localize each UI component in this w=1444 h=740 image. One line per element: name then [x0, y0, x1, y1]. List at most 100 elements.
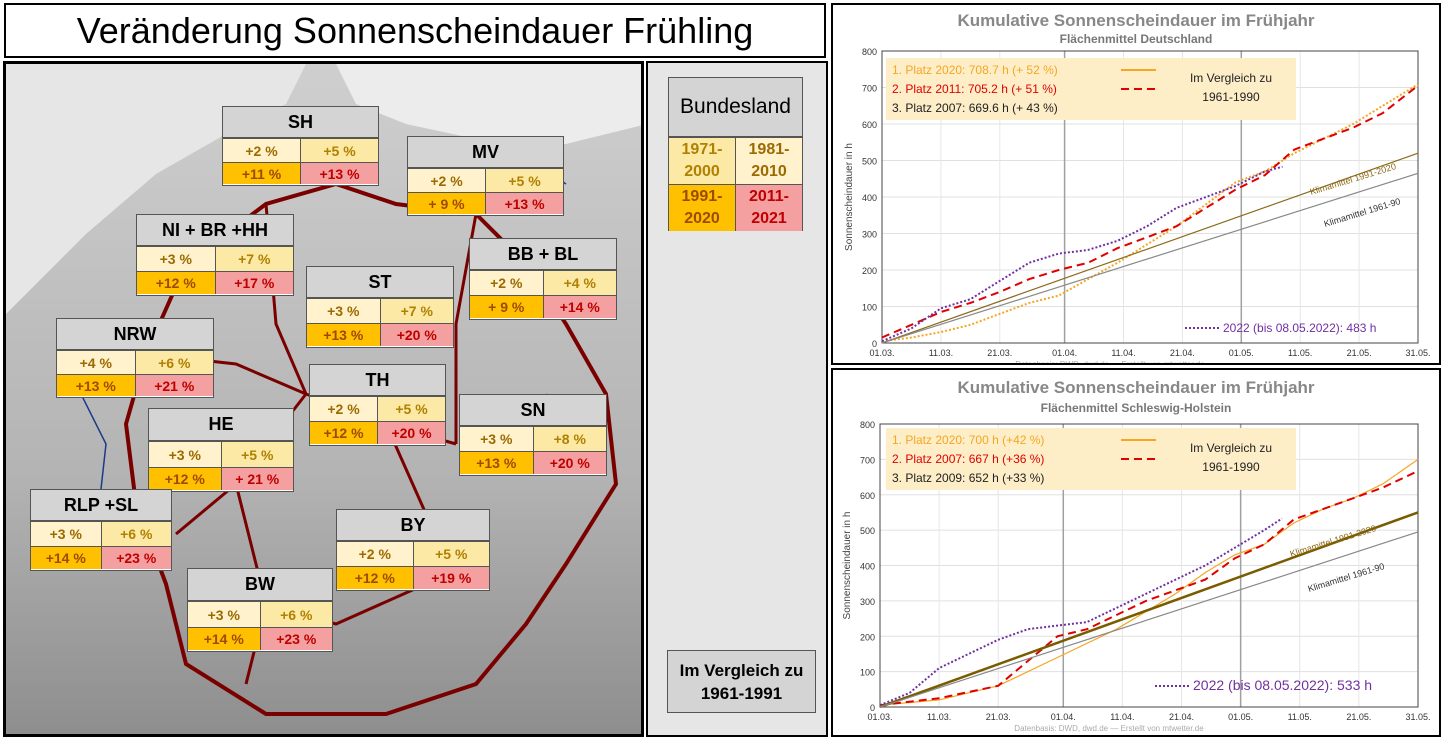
x-tick-label: 01.03.: [869, 348, 894, 358]
x-tick-label: 01.05.: [1229, 348, 1254, 358]
region-value-2011-2021: +13 %: [301, 162, 378, 184]
y-tick-label: 700: [862, 84, 877, 94]
series-line-2-platz-2011: [881, 84, 1419, 339]
legend-period-1991-2020: 1991- 2020: [669, 184, 736, 231]
region-value-1981-2010: +8 %: [533, 426, 606, 451]
x-tick-label: 21.05.: [1347, 348, 1372, 358]
climate-label-1961-90: Klimamittel 1961-90: [1307, 561, 1386, 594]
x-tick-label: 21.04.: [1169, 712, 1194, 722]
region-name: TH: [310, 365, 445, 396]
legend-entry: 1. Platz 2020: 708.7 h (+ 52 %): [892, 63, 1058, 77]
region-value-1991-2020: +13 %: [307, 323, 381, 346]
x-tick-label: 11.04.: [1110, 712, 1134, 722]
region-value-1991-2020: +12 %: [149, 467, 222, 490]
region-name: MV: [408, 137, 563, 168]
y-tick-label: 600: [860, 491, 875, 501]
region-box-bw: BW +3 % +6 % +14 % +23 %: [187, 568, 333, 652]
region-value-1991-2020: +12 %: [310, 421, 378, 444]
region-value-1981-2010: +6 %: [135, 350, 213, 374]
region-value-1991-2020: +11 %: [223, 162, 301, 184]
legend-period-1981-2010: 1981- 2010: [736, 137, 802, 184]
y-tick-label: 400: [860, 562, 875, 572]
region-value-2011-2021: +23 %: [101, 546, 171, 569]
label-2022: 2022 (bis 08.05.2022): 533 h: [1193, 677, 1372, 693]
y-tick-label: 200: [860, 632, 875, 642]
legend-period-1971-2000: 1971- 2000: [669, 137, 736, 184]
region-value-1991-2020: +13 %: [460, 451, 534, 474]
region-value-1971-2000: +3 %: [307, 298, 381, 323]
page-title: Veränderung Sonnenscheindauer Frühling: [4, 3, 826, 58]
series-line-klimamittel-1991-2020: [879, 511, 1419, 709]
region-name: BB + BL: [470, 239, 616, 270]
series-line-1-platz-2020: [879, 458, 1419, 706]
series-line-klimamittel-1991-2020: [881, 152, 1419, 344]
region-box-st: ST +3 % +7 % +13 % +20 %: [306, 266, 454, 348]
series-line-2022: [881, 165, 1283, 343]
source-note: Datenbasis: DWD, dwd.de — Erstellt von m…: [1015, 360, 1205, 363]
y-tick-label: 200: [862, 266, 877, 276]
region-box-rlp-sl: RLP +SL +3 % +6 % +14 % +23 %: [30, 489, 172, 571]
region-name: ST: [307, 267, 453, 298]
legend-entry: 2. Platz 2007: 667 h (+36 %): [892, 452, 1044, 466]
climate-label-1991-2020: Klimamittel 1991-2020: [1309, 161, 1398, 197]
legend-box: [886, 428, 1296, 490]
legend-note: Im Vergleich zu: [1190, 441, 1272, 455]
chart-plot: 0 100 200 300 400 500 600 700 800 01.03. 11.03. 21.…: [844, 47, 1431, 363]
region-value-1971-2000: +3 %: [137, 246, 216, 271]
legend-entry: 3. Platz 2007: 669.6 h (+ 43 %): [892, 101, 1058, 115]
period-legend: Bundesland 1971- 2000 1981- 2010 1991- 2…: [668, 77, 803, 231]
legend-period-2011-2021: 2011- 2021: [736, 184, 802, 231]
region-value-2011-2021: +21 %: [135, 374, 213, 396]
series-line-2-platz-2007: [879, 470, 1419, 707]
region-value-1981-2010: +5 %: [221, 441, 293, 467]
region-value-1981-2010: +6 %: [101, 521, 171, 546]
region-box-bb-bl: BB + BL +2 % +4 % + 9 % +14 %: [469, 238, 617, 320]
region-value-2011-2021: +23 %: [260, 627, 332, 650]
x-tick-label: 21.05.: [1346, 712, 1371, 722]
x-tick-label: 01.05.: [1228, 712, 1253, 722]
region-value-1971-2000: +2 %: [470, 270, 544, 295]
y-axis-label: Sonnenscheindauer in h: [844, 143, 855, 251]
region-value-1971-2000: +2 %: [337, 541, 414, 566]
region-box-sh: SH +2 % +5 % +11 % +13 %: [222, 106, 379, 186]
region-box-sn: SN +3 % +8 % +13 % +20 %: [459, 394, 607, 476]
series-line-klimamittel-1961-90: [881, 172, 1419, 344]
chart-title: Kumulative Sonnenscheindauer im Frühjahr: [957, 11, 1315, 30]
region-name: BW: [188, 569, 332, 601]
label-2022: 2022 (bis 08.05.2022): 483 h: [1223, 321, 1376, 335]
legend-entry: 2. Platz 2011: 705.2 h (+ 51 %): [892, 82, 1057, 96]
chart-germany: Kumulative Sonnenscheindauer im Frühjahr…: [831, 3, 1441, 365]
y-tick-label: 600: [862, 120, 877, 130]
comparison-note: Im Vergleich zu 1961-1991: [667, 650, 816, 713]
y-tick-label: 400: [862, 193, 877, 203]
region-value-2011-2021: +20 %: [533, 451, 606, 474]
chart-plot: 0 100 200 300 400 500 600 700 800 01.03. 11.03. 21.…: [842, 420, 1431, 733]
x-tick-label: 31.05.: [1405, 348, 1430, 358]
legend-note: Im Vergleich zu: [1190, 71, 1272, 85]
x-tick-label: 21.03.: [986, 712, 1011, 722]
region-name: SN: [460, 395, 606, 426]
y-tick-label: 0: [872, 339, 877, 349]
x-tick-label: 11.04.: [1111, 348, 1135, 358]
y-tick-label: 800: [860, 420, 875, 430]
region-value-1971-2000: +3 %: [188, 601, 261, 627]
legend-box: [886, 58, 1296, 120]
region-value-1991-2020: +14 %: [188, 627, 261, 650]
plot-frame: [881, 50, 1419, 344]
x-tick-label: 11.05.: [1288, 348, 1312, 358]
region-value-1971-2000: +2 %: [408, 168, 486, 192]
x-tick-label: 21.03.: [987, 348, 1012, 358]
region-value-2011-2021: +20 %: [378, 421, 445, 444]
plot-frame: [879, 423, 1419, 708]
x-tick-label: 31.05.: [1405, 712, 1430, 722]
region-value-2011-2021: + 21 %: [221, 467, 293, 490]
legend-entry: 3. Platz 2009: 652 h (+33 %): [892, 471, 1044, 485]
climate-label-1991-2020: Klimamittel 1991-2020: [1289, 523, 1378, 559]
series-line-2022: [879, 517, 1283, 707]
series-line-klimamittel-1961-90: [879, 531, 1419, 708]
region-value-1981-2010: +7 %: [380, 298, 453, 323]
region-value-1991-2020: +14 %: [31, 546, 102, 569]
y-tick-label: 100: [862, 303, 877, 313]
x-tick-label: 21.04.: [1170, 348, 1195, 358]
legend-note: 1961-1990: [1202, 460, 1260, 474]
